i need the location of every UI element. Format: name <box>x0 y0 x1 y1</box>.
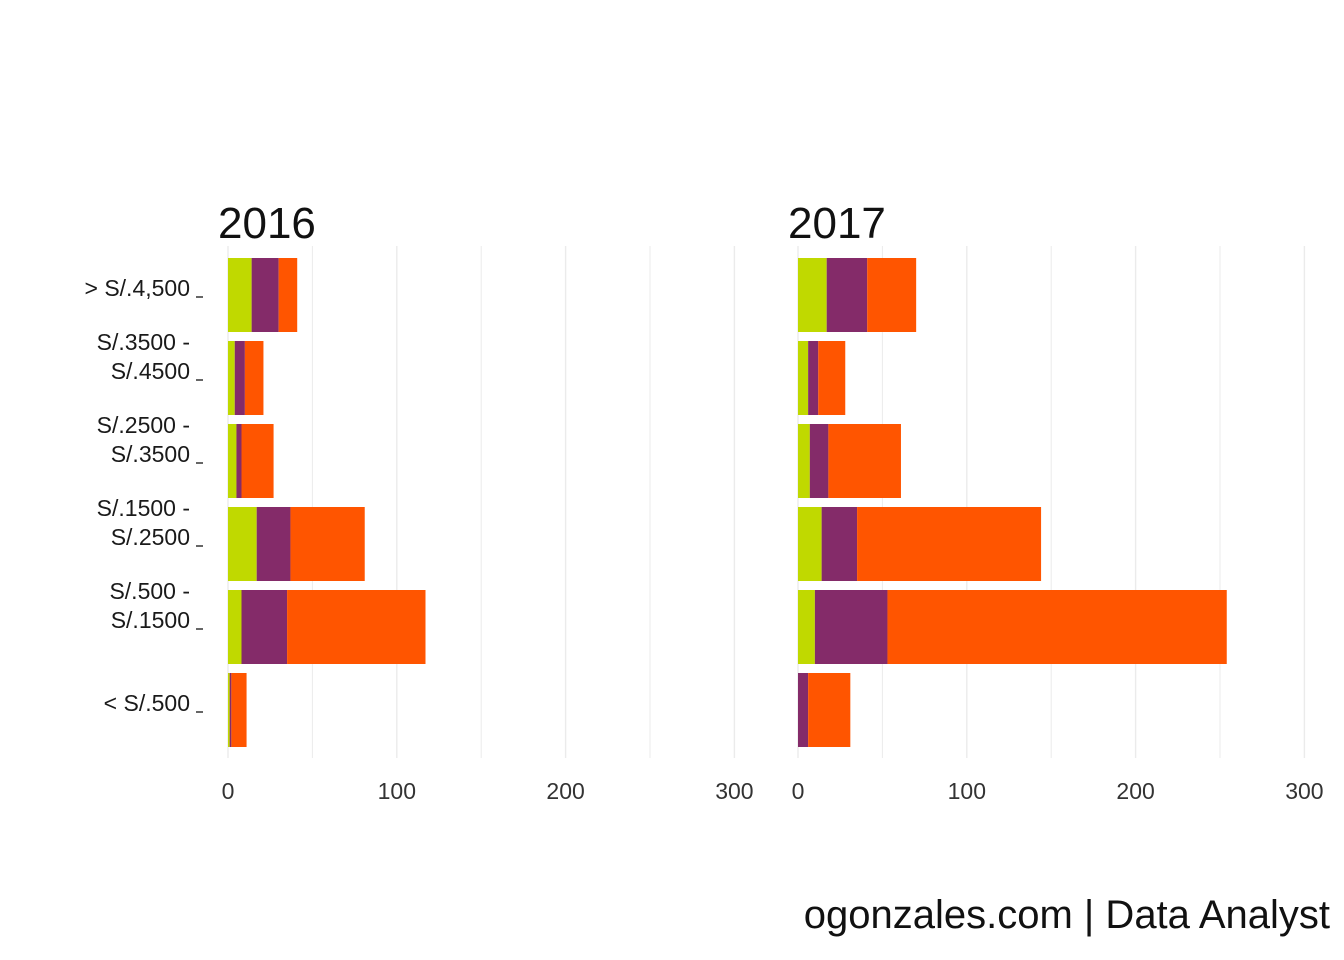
bar-2017-cat1-seg3 <box>818 341 846 415</box>
bar-2016-cat1-seg2 <box>234 341 245 415</box>
bar-2016-cat4-seg3 <box>287 590 426 664</box>
bar-2017-cat0-seg3 <box>867 258 917 332</box>
y-label-2-line2: S/.3500 <box>111 441 190 467</box>
bar-2016-cat2-seg3 <box>241 424 274 498</box>
y-label-4-line2: S/.1500 <box>111 607 190 633</box>
y-label-1-line2: S/.4500 <box>111 358 190 384</box>
bar-2016-cat0-seg1 <box>228 258 252 332</box>
bar-2017-cat2-seg1 <box>798 424 810 498</box>
bar-2016-cat4-seg2 <box>241 590 288 664</box>
bar-2017-cat3-seg3 <box>857 507 1042 581</box>
bar-2016-cat3-seg3 <box>290 507 365 581</box>
bar-2017-cat1-seg2 <box>808 341 819 415</box>
bar-2017-cat5-seg2 <box>798 673 809 747</box>
bar-2016-cat0-seg2 <box>251 258 279 332</box>
bar-2016-cat1-seg1 <box>228 341 235 415</box>
bar-2016-cat4-seg1 <box>228 590 242 664</box>
y-label-2-line1: S/.2500 - <box>97 412 190 438</box>
panel-title-2016: 2016 <box>218 199 316 248</box>
bar-2017-cat4-seg2 <box>814 590 888 664</box>
x-tick-2016-0: 0 <box>222 778 235 804</box>
bar-2017-cat3-seg2 <box>821 507 858 581</box>
bar-2016-cat5-seg3 <box>231 673 247 747</box>
bar-2016-cat2-seg2 <box>236 424 242 498</box>
bar-2016-cat5-seg2 <box>229 673 232 747</box>
x-tick-2017-300: 300 <box>1285 778 1323 804</box>
bar-2016-cat3-seg2 <box>256 507 291 581</box>
y-label-3-line2: S/.2500 <box>111 524 190 550</box>
y-label-5: < S/.500 <box>104 690 190 716</box>
bar-2017-cat4-seg3 <box>887 590 1227 664</box>
x-tick-2017-200: 200 <box>1116 778 1154 804</box>
bar-2017-cat0-seg2 <box>826 258 868 332</box>
bar-2017-cat0-seg1 <box>798 258 827 332</box>
bar-2017-cat5-seg3 <box>808 673 851 747</box>
bar-2016-cat3-seg1 <box>228 507 257 581</box>
bar-2016-cat2-seg1 <box>228 424 237 498</box>
y-label-0: > S/.4,500 <box>85 275 191 301</box>
y-label-4-line1: S/.500 - <box>109 578 190 604</box>
bar-2016-cat1-seg3 <box>244 341 264 415</box>
x-tick-2016-300: 300 <box>715 778 753 804</box>
bar-2017-cat1-seg1 <box>798 341 809 415</box>
bar-2017-cat2-seg2 <box>809 424 829 498</box>
x-tick-2017-0: 0 <box>792 778 805 804</box>
bar-2017-cat4-seg1 <box>798 590 815 664</box>
bar-2016-cat5-seg1 <box>228 673 230 747</box>
x-tick-2017-100: 100 <box>948 778 986 804</box>
y-label-1-line1: S/.3500 - <box>97 329 190 355</box>
y-label-3-line1: S/.1500 - <box>97 495 190 521</box>
bar-2017-cat3-seg1 <box>798 507 822 581</box>
bar-2017-cat2-seg3 <box>828 424 901 498</box>
bar-2016-cat0-seg3 <box>278 258 298 332</box>
x-tick-2016-100: 100 <box>378 778 416 804</box>
x-tick-2016-200: 200 <box>546 778 584 804</box>
panel-title-2017: 2017 <box>788 199 886 248</box>
caption: ogonzales.com | Data Analyst <box>803 893 1330 937</box>
